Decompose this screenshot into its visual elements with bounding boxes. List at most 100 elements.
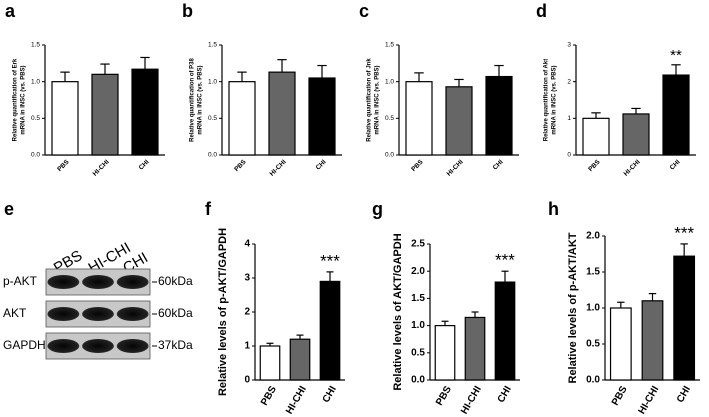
- bar: [445, 86, 473, 156]
- y-axis-label: Relative quantification of P38: [190, 57, 196, 141]
- y-axis-label: mRNA in INSC (vs. PBS): [375, 65, 381, 134]
- y-axis-label: Relative levels of p-AKT/GAPDH: [217, 228, 229, 396]
- y-tick-label: 0.5: [586, 339, 600, 350]
- x-tick-label: PBS: [259, 384, 279, 408]
- y-tick-label: 2.5: [411, 239, 425, 250]
- x-tick-label: PBS: [233, 158, 248, 173]
- panel-letter: e: [4, 199, 14, 219]
- y-tick-label: 1.5: [385, 42, 394, 49]
- y-tick-label: 0.0: [586, 375, 600, 386]
- x-tick-label: CHI: [315, 159, 328, 172]
- panel-letter: b: [182, 1, 193, 21]
- y-tick-label: 1.5: [411, 293, 425, 304]
- bar: [131, 68, 159, 156]
- bar: [582, 117, 610, 156]
- x-tick-label: HI-CHI: [637, 384, 662, 416]
- y-tick-label: 3: [567, 42, 571, 49]
- y-tick-label: 0.5: [208, 115, 217, 122]
- bar: [91, 73, 119, 156]
- bar: [308, 77, 336, 156]
- bar: [51, 81, 79, 156]
- bar: [434, 325, 456, 381]
- y-tick-label: 1.0: [385, 78, 394, 85]
- y-axis-label: mRNA in INSC (vs. PBS): [21, 65, 27, 134]
- panel-letter: g: [372, 199, 383, 219]
- y-axis-label: mRNA in INSC (vs. PBS): [198, 65, 204, 134]
- row-label: p-AKT: [3, 274, 38, 288]
- panel-letter: d: [536, 1, 547, 21]
- y-tick-label: 0.5: [31, 115, 40, 122]
- row-label: GAPDH: [3, 338, 46, 352]
- row-label: AKT: [3, 306, 27, 320]
- y-tick-label: 0.0: [411, 375, 425, 386]
- bar: [485, 75, 513, 156]
- x-tick-label: CHI: [138, 159, 151, 172]
- y-tick-label: 1.0: [586, 303, 600, 314]
- bar: [641, 300, 664, 381]
- bar: [622, 113, 650, 156]
- blot-band: [82, 275, 114, 289]
- size-label: 60kDa: [158, 274, 193, 288]
- bar: [494, 281, 516, 381]
- y-tick-label: 2: [567, 78, 571, 85]
- size-label: 60kDa: [158, 306, 193, 320]
- y-tick-label: 1.0: [208, 78, 217, 85]
- x-tick-label: HI-CHI: [269, 159, 288, 178]
- bar: [464, 316, 486, 381]
- x-tick-label: HI-CHI: [92, 159, 111, 178]
- blot-band: [116, 339, 149, 353]
- x-tick-label: CHI: [669, 159, 682, 172]
- y-tick-label: 1.5: [586, 267, 600, 278]
- y-tick-label: 1: [567, 115, 571, 122]
- y-tick-label: 0.0: [31, 152, 40, 159]
- x-tick-label: PBS: [434, 384, 454, 408]
- bar: [662, 74, 690, 156]
- y-tick-label: 0: [244, 375, 250, 386]
- panel-letter: h: [548, 199, 559, 219]
- x-tick-label: PBS: [56, 158, 71, 173]
- panel-letter: a: [5, 1, 16, 21]
- bar: [268, 71, 296, 156]
- y-axis-label: Relative levels of AKT/GAPDH: [392, 233, 404, 390]
- bar: [228, 81, 256, 156]
- x-tick-label: HI-CHI: [284, 384, 309, 416]
- significance: ***: [495, 251, 515, 270]
- y-tick-label: 2.0: [411, 266, 425, 277]
- significance: ***: [674, 223, 694, 242]
- bar: [673, 255, 696, 381]
- y-axis-label: Relative quantification of Jnk: [367, 58, 373, 142]
- blot-band: [82, 307, 114, 321]
- blot-band: [82, 339, 114, 353]
- bar: [609, 307, 632, 381]
- bar: [289, 338, 311, 381]
- x-tick-label: HI-CHI: [446, 159, 465, 178]
- x-tick-label: CHI: [492, 159, 505, 172]
- y-axis-label: Relative quantification of Erk: [13, 58, 19, 141]
- y-tick-label: 1.0: [31, 78, 40, 85]
- blot-band: [47, 307, 80, 321]
- y-axis-label: Relative quantification of Akt: [544, 59, 550, 141]
- y-tick-label: 0.5: [411, 347, 425, 358]
- x-tick-label: PBS: [587, 158, 602, 173]
- x-tick-label: PBS: [610, 384, 630, 408]
- x-tick-label: HI-CHI: [459, 384, 484, 416]
- y-tick-label: 1.0: [411, 320, 425, 331]
- panel-letter: c: [359, 1, 369, 21]
- y-axis-label: Relative levels of p-AKT/AKT: [567, 232, 579, 383]
- bar: [259, 345, 281, 381]
- y-tick-label: 0: [567, 152, 571, 159]
- y-tick-label: 2: [244, 307, 250, 318]
- y-tick-label: 1.5: [208, 42, 217, 49]
- blot-band: [47, 275, 80, 289]
- blot-band: [116, 275, 149, 289]
- y-tick-label: 4: [244, 239, 250, 250]
- x-tick-label: HI-CHI: [623, 159, 642, 178]
- y-tick-label: 3: [244, 273, 250, 284]
- y-tick-label: 0.0: [208, 152, 217, 159]
- x-tick-label: CHI: [675, 384, 693, 405]
- bar: [405, 81, 433, 156]
- y-tick-label: 0.0: [385, 152, 394, 159]
- panel-letter: f: [205, 199, 212, 219]
- blot-band: [116, 307, 149, 321]
